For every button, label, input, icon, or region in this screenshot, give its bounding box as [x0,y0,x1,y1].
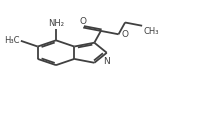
Text: CH₃: CH₃ [143,27,159,36]
Text: H₃C: H₃C [4,36,19,45]
Text: O: O [80,17,87,26]
Text: NH₂: NH₂ [48,19,64,28]
Text: N: N [103,57,110,66]
Text: O: O [121,30,128,39]
